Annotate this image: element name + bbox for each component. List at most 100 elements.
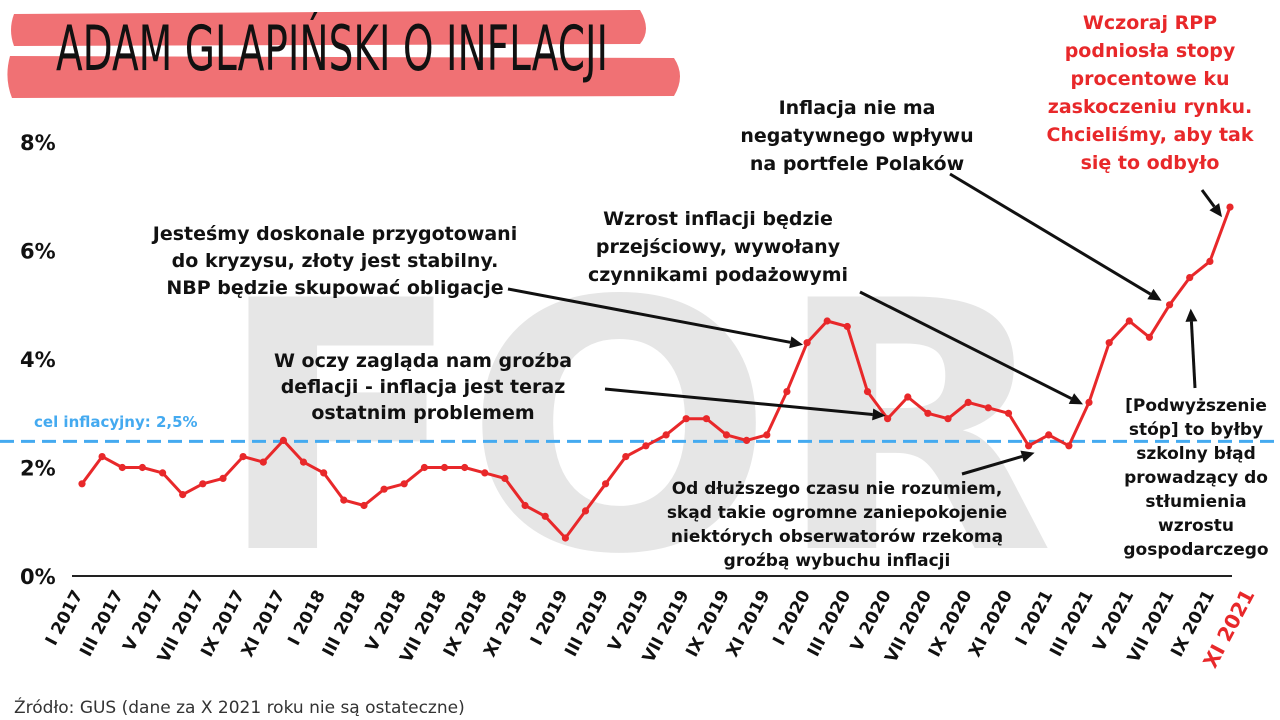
annotation-line: Jesteśmy doskonale przygotowani xyxy=(151,223,517,245)
annotation-line: przejściowy, wywołany xyxy=(596,236,841,258)
data-point xyxy=(1085,398,1093,406)
data-point xyxy=(904,393,912,401)
data-point xyxy=(863,388,872,396)
data-point xyxy=(581,507,590,515)
arrow-line xyxy=(1189,321,1197,389)
data-point xyxy=(461,463,469,472)
data-point xyxy=(944,415,952,423)
annotation-line: groźbą wybuchu inflacji xyxy=(724,551,951,571)
data-point xyxy=(642,442,650,450)
arrow-head xyxy=(1068,393,1084,405)
data-point xyxy=(1045,431,1053,439)
data-point xyxy=(159,469,167,477)
annotation-line: NBP będzie skupować obligacje xyxy=(166,277,503,299)
data-point xyxy=(179,491,187,499)
data-point xyxy=(662,431,670,439)
arrow-head xyxy=(789,336,804,349)
arrow-line xyxy=(507,287,791,344)
annotation-line: Od dłuższego czasu nie rozumiem, xyxy=(672,479,1003,499)
data-point xyxy=(400,480,408,488)
annotation-line: Wczoraj RPP xyxy=(1083,12,1217,34)
data-point xyxy=(1065,442,1073,450)
data-point xyxy=(541,512,549,520)
data-point xyxy=(984,404,992,412)
annotation-line: W oczy zagląda nam groźba xyxy=(274,350,572,372)
data-point xyxy=(501,474,509,482)
annotations: Jesteśmy doskonale przygotowani do kryzys… xyxy=(151,12,1269,571)
data-point xyxy=(1105,339,1113,347)
annotation-line: gospodarczego xyxy=(1123,540,1268,560)
watermark-logo: FOR xyxy=(215,229,1055,630)
data-point xyxy=(118,463,126,472)
data-point xyxy=(340,496,348,504)
data-point xyxy=(803,339,811,347)
data-point xyxy=(380,485,388,493)
watermark-text: FOR xyxy=(215,229,1055,630)
series-line xyxy=(78,203,1234,542)
data-point xyxy=(702,415,711,423)
annotation-line: niektórych obserwatorów rzekomą xyxy=(671,527,1003,547)
arrow-line xyxy=(604,387,873,416)
annotation-line: Chcieliśmy, aby tak xyxy=(1047,124,1254,146)
annotation-line: na portfele Polaków xyxy=(750,153,964,175)
reference-line-group: cel inflacyjny: 2,5% xyxy=(0,413,1280,443)
title-banner: ADAM GLAPIŃSKI O INFLACJI xyxy=(7,10,680,98)
annotation-arrows xyxy=(507,172,1222,476)
data-point xyxy=(138,463,146,472)
data-point xyxy=(259,458,267,466)
x-tick-label: I 2017 xyxy=(42,587,88,649)
data-point xyxy=(521,501,529,510)
annotation-line: Wzrost inflacji będzie xyxy=(603,208,833,230)
data-point xyxy=(360,501,368,510)
annotation-line: szkolny błąd xyxy=(1136,444,1256,464)
data-point xyxy=(1025,442,1033,450)
data-point xyxy=(78,480,86,488)
arrow-head xyxy=(872,408,886,421)
data-point xyxy=(1206,257,1214,265)
data-point xyxy=(1186,274,1194,282)
data-point xyxy=(783,388,791,396)
y-axis: 0% 2% 4% 6% 8% xyxy=(20,131,56,589)
data-point xyxy=(1004,409,1013,417)
data-point xyxy=(1226,203,1234,211)
arrow-head xyxy=(1147,288,1162,301)
data-point xyxy=(1125,317,1133,325)
annotation-line: się to odbyło xyxy=(1081,152,1220,174)
chart-title: ADAM GLAPIŃSKI O INFLACJI xyxy=(56,11,608,86)
arrow-head xyxy=(1185,308,1198,322)
annotation-line: stłumienia xyxy=(1145,492,1246,512)
annotation-line: procentowe ku xyxy=(1070,68,1229,90)
data-point xyxy=(1166,301,1174,309)
data-point xyxy=(884,415,892,423)
y-tick-label: 4% xyxy=(20,348,56,372)
data-point xyxy=(219,474,227,482)
data-point xyxy=(239,453,247,461)
annotation-line: czynnikami podażowymi xyxy=(588,264,848,286)
annotation-line: deflacji - inflacja jest teraz xyxy=(281,376,566,398)
annotation-line: wzrostu xyxy=(1158,516,1234,536)
data-point xyxy=(743,436,751,444)
annotation-line: zaskoczeniu rynku. xyxy=(1048,96,1252,118)
source-note: Źródło: GUS (dane za X 2021 roku nie są … xyxy=(14,696,465,718)
data-point xyxy=(622,453,630,461)
data-point xyxy=(602,480,610,488)
annotation-line: skąd takie ogromne zaniepokojenie xyxy=(667,503,1007,523)
data-point xyxy=(420,463,428,472)
data-point xyxy=(964,398,972,406)
data-point xyxy=(440,463,449,472)
data-point xyxy=(722,431,731,439)
arrow-line xyxy=(859,290,1073,400)
data-point xyxy=(279,436,287,444)
data-point xyxy=(682,415,690,423)
y-tick-label: 0% xyxy=(20,565,56,589)
annotation-line: Inflacja nie ma xyxy=(779,97,936,119)
series-path xyxy=(80,206,1232,540)
annotation-line: stóp] to byłby xyxy=(1129,420,1263,440)
arrow-line xyxy=(1200,189,1216,208)
y-tick-label: 8% xyxy=(20,131,56,155)
data-point xyxy=(763,431,771,439)
annotation-line: ostatnim problemem xyxy=(311,402,534,424)
arrow-head xyxy=(1209,203,1222,218)
arrow-line xyxy=(949,172,1152,296)
